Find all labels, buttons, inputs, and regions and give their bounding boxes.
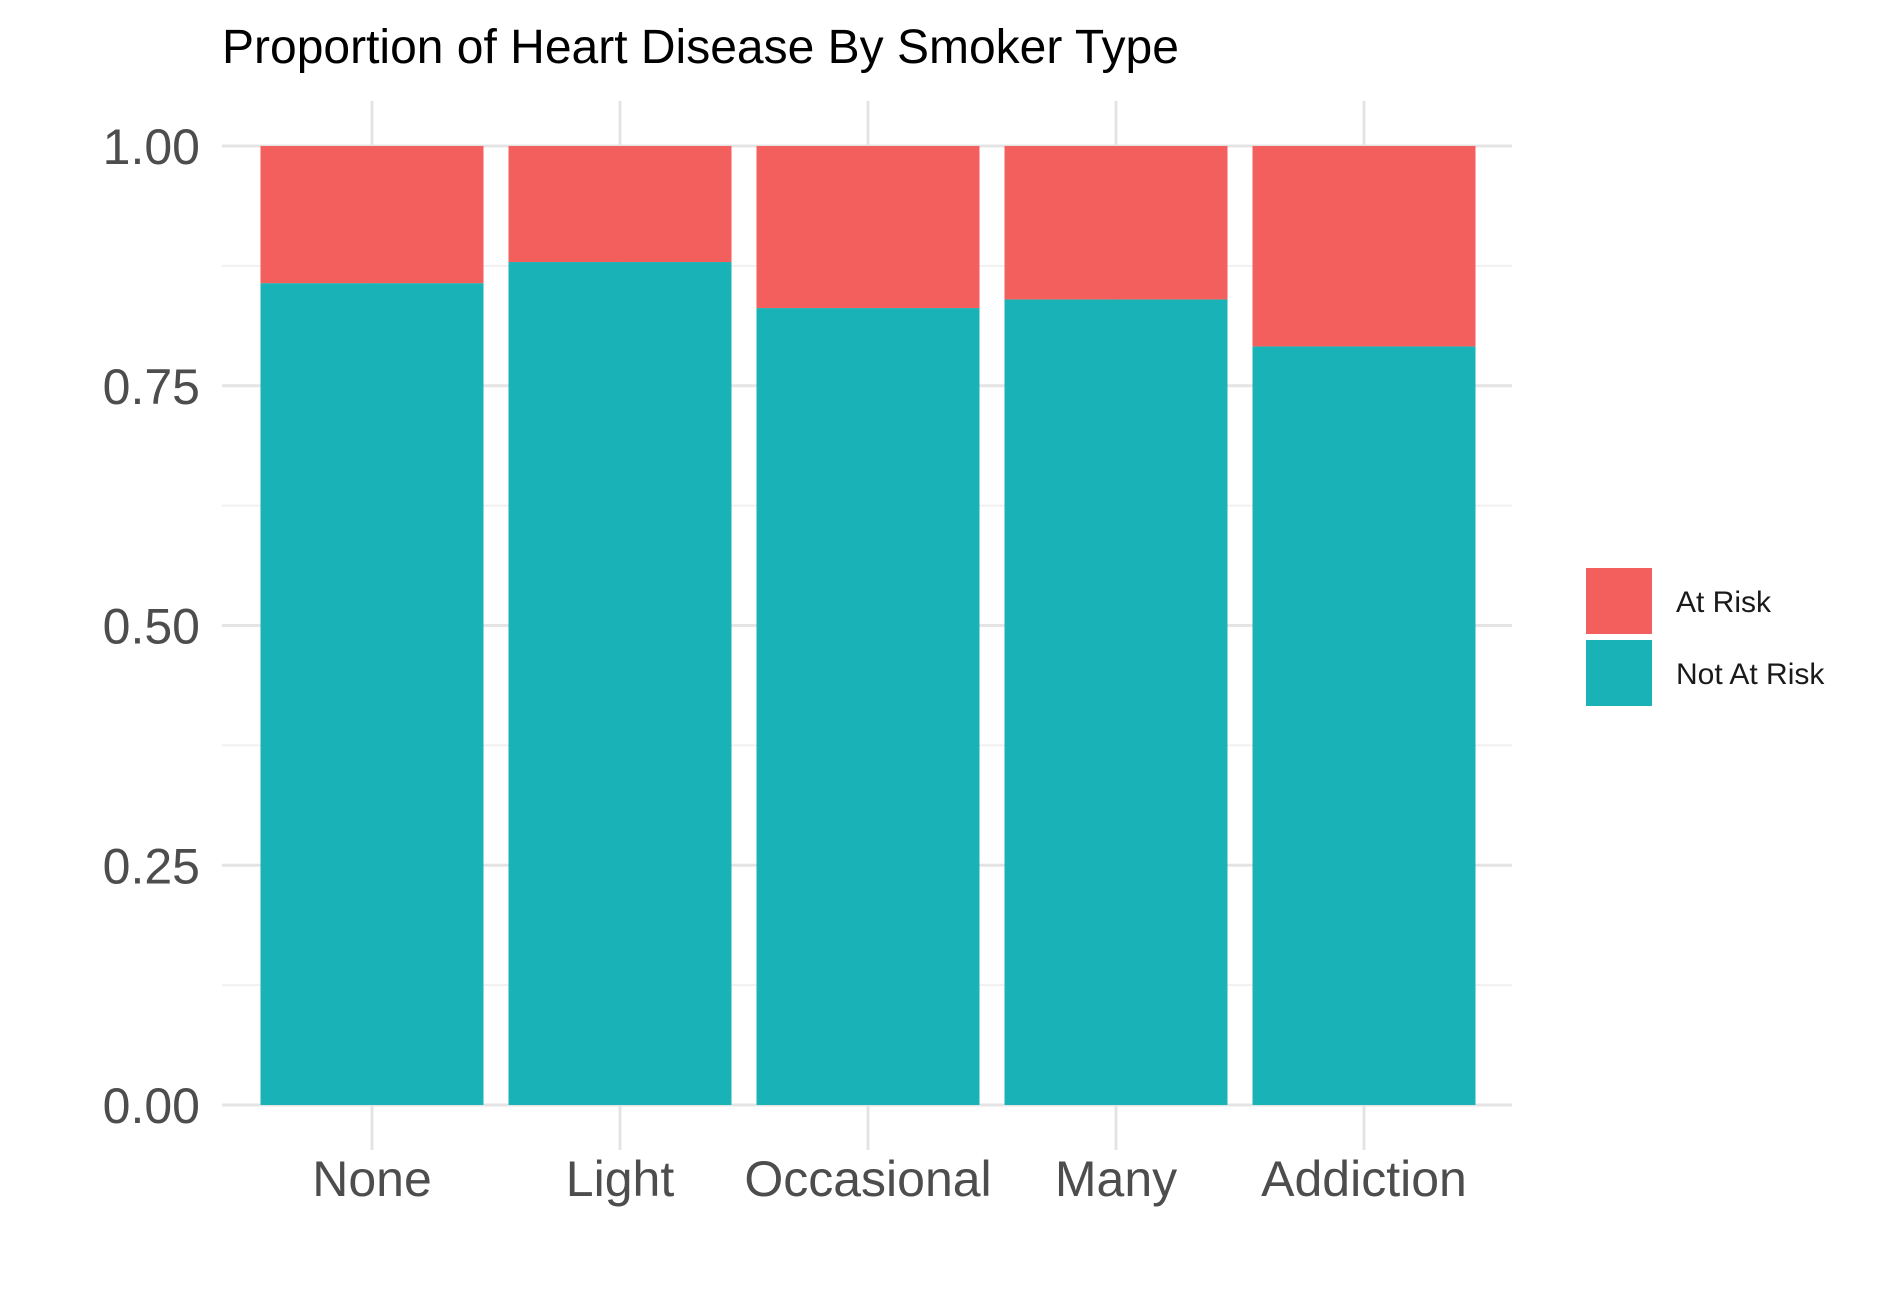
bar-not-at-risk-addiction (1252, 346, 1476, 1105)
y-tick-label: 1.00 (103, 119, 200, 175)
bar-at-risk-occasional (756, 146, 980, 309)
legend-key-not-at-risk (1586, 640, 1652, 706)
x-tick-label: Occasional (744, 1151, 991, 1207)
x-tick-label: Many (1055, 1151, 1177, 1207)
legend-key-at-risk (1586, 568, 1652, 634)
bar-not-at-risk-light (508, 262, 732, 1105)
bar-not-at-risk-none (260, 283, 484, 1106)
x-tick-label: Addiction (1261, 1151, 1467, 1207)
legend: At Risk Not At Risk (1586, 568, 1825, 706)
bar-not-at-risk-many (1004, 299, 1228, 1105)
bar-at-risk-many (1004, 146, 1228, 300)
y-axis: 0.00 0.25 0.50 0.75 1.00 (103, 119, 200, 1134)
bar-at-risk-addiction (1252, 146, 1476, 347)
bar-at-risk-light (508, 146, 732, 263)
legend-label-not-at-risk: Not At Risk (1676, 658, 1825, 691)
y-tick-label: 0.50 (103, 599, 200, 655)
y-tick-label: 0.00 (103, 1078, 200, 1134)
y-tick-label: 0.75 (103, 359, 200, 415)
x-tick-label: Light (566, 1151, 675, 1207)
bars (260, 146, 1476, 1106)
chart-title: Proportion of Heart Disease By Smoker Ty… (222, 21, 1179, 74)
x-axis: None Light Occasional Many Addiction (312, 1151, 1467, 1207)
x-tick-label: None (312, 1151, 432, 1207)
legend-label-at-risk: At Risk (1676, 586, 1772, 619)
y-tick-label: 0.25 (103, 838, 200, 894)
bar-at-risk-none (260, 146, 484, 284)
bar-not-at-risk-occasional (756, 308, 980, 1105)
